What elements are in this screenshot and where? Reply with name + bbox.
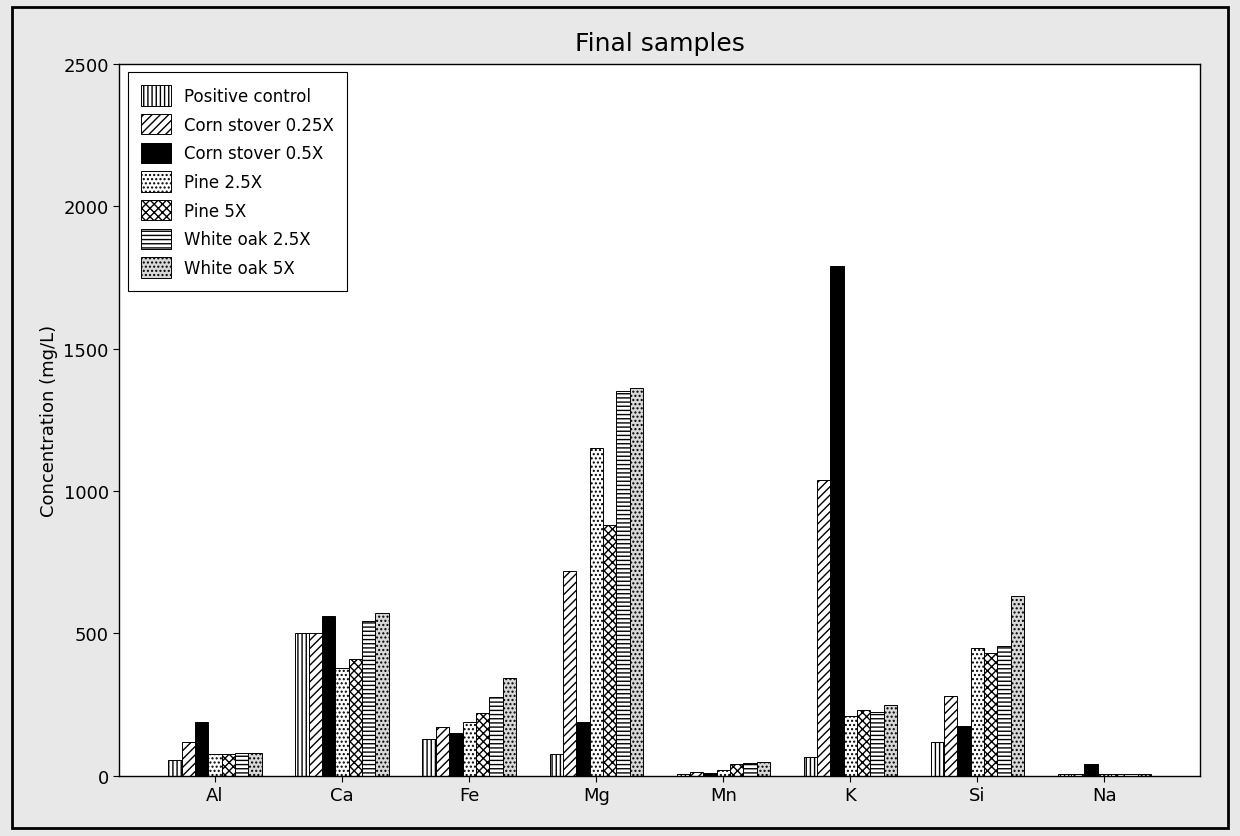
Bar: [502, 678, 516, 776]
Bar: [804, 757, 817, 776]
Bar: [376, 614, 389, 776]
Bar: [195, 721, 208, 776]
Bar: [362, 621, 376, 776]
Bar: [703, 773, 717, 776]
Bar: [1138, 774, 1151, 776]
Bar: [208, 755, 222, 776]
Bar: [236, 753, 248, 776]
Bar: [248, 753, 262, 776]
Bar: [309, 634, 322, 776]
Legend: Positive control, Corn stover 0.25X, Corn stover 0.5X, Pine 2.5X, Pine 5X, White: Positive control, Corn stover 0.25X, Cor…: [128, 73, 347, 292]
Bar: [435, 727, 449, 776]
Bar: [931, 742, 944, 776]
Bar: [476, 713, 490, 776]
Bar: [756, 762, 770, 776]
Bar: [689, 772, 703, 776]
Bar: [957, 726, 971, 776]
Bar: [831, 267, 843, 776]
Bar: [843, 716, 857, 776]
Bar: [589, 449, 603, 776]
Bar: [630, 389, 642, 776]
Title: Final samples: Final samples: [575, 32, 745, 56]
Bar: [336, 668, 348, 776]
Bar: [730, 765, 743, 776]
Bar: [603, 526, 616, 776]
Bar: [563, 571, 577, 776]
Bar: [870, 712, 884, 776]
Bar: [322, 617, 336, 776]
Bar: [222, 755, 236, 776]
Bar: [1125, 774, 1138, 776]
Bar: [944, 696, 957, 776]
Bar: [884, 705, 897, 776]
Bar: [463, 721, 476, 776]
Bar: [549, 755, 563, 776]
Bar: [985, 654, 997, 776]
Bar: [717, 770, 730, 776]
Bar: [677, 774, 689, 776]
Bar: [348, 660, 362, 776]
Bar: [1058, 774, 1071, 776]
Bar: [1111, 774, 1125, 776]
Bar: [423, 739, 435, 776]
Bar: [857, 711, 870, 776]
Bar: [743, 763, 756, 776]
Bar: [449, 733, 463, 776]
Bar: [817, 480, 831, 776]
Bar: [577, 721, 589, 776]
Bar: [997, 646, 1011, 776]
Bar: [1011, 597, 1024, 776]
Bar: [490, 698, 502, 776]
Bar: [1071, 774, 1084, 776]
Bar: [616, 392, 630, 776]
Y-axis label: Concentration (mg/L): Concentration (mg/L): [40, 324, 58, 516]
Bar: [295, 634, 309, 776]
Bar: [1097, 774, 1111, 776]
Bar: [182, 742, 195, 776]
Bar: [169, 760, 182, 776]
Bar: [971, 648, 985, 776]
Bar: [1084, 765, 1097, 776]
